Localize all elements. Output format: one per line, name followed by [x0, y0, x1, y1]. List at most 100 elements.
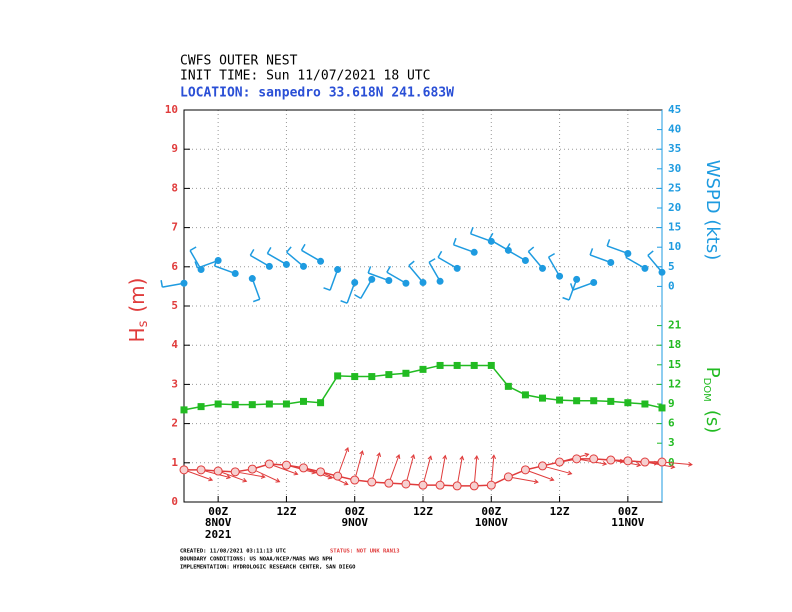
chart-title: CWFS OUTER NEST [180, 54, 298, 69]
hs-point [299, 463, 308, 473]
pdom-point [607, 397, 615, 405]
hs-point [469, 481, 479, 491]
hs-point [486, 480, 496, 490]
pdom-point [334, 372, 342, 380]
wave-arrow [252, 468, 280, 483]
y-label-sub: s [136, 320, 151, 327]
wave-arrow-head [427, 455, 433, 461]
wind-barb-feather [367, 266, 372, 274]
wind-barb [360, 278, 373, 299]
y-tick-label: 9 [171, 142, 178, 155]
hs-point [657, 457, 667, 467]
pdom-point [385, 371, 393, 379]
wave-arrow-head [293, 470, 299, 476]
wind-barb [329, 269, 339, 291]
x-tick-label: 12Z [276, 505, 296, 518]
wspd-point [317, 257, 325, 265]
wave-arrow-head [242, 477, 248, 483]
wspd-point [231, 269, 239, 277]
hs-point [418, 480, 428, 490]
wind-barb-feather [323, 287, 331, 291]
y3-tick-label: 6 [668, 417, 675, 430]
pdom-point [624, 399, 632, 407]
y3-tick-label: 9 [668, 397, 675, 410]
wspd-point [419, 278, 427, 286]
pdom-point [180, 406, 188, 414]
wind-barb-feather [160, 280, 164, 288]
wspd-point [180, 279, 188, 287]
hs-point [589, 454, 599, 464]
wind-barb-feather [252, 298, 261, 303]
wind-barb [453, 244, 475, 254]
hs-point [333, 471, 343, 481]
wave-arrow [371, 452, 381, 483]
wave-arrow [508, 476, 538, 483]
hs-point [401, 479, 411, 489]
wave-arrow-head [549, 476, 555, 482]
wind-barb [251, 278, 261, 300]
wind-barb [527, 251, 544, 269]
pdom-point [300, 397, 307, 405]
wspd-point [521, 257, 529, 265]
wind-barb-feather [505, 243, 511, 250]
wave-arrow [490, 455, 495, 486]
wind-barb [625, 256, 646, 270]
wave-arrow [439, 455, 446, 486]
wind-barb-feather [189, 246, 197, 252]
wspd-point [334, 266, 342, 274]
hs-point [520, 465, 530, 475]
wave-arrow-head [260, 474, 266, 479]
wind-barb [488, 238, 509, 251]
y3-tick-label: 18 [668, 338, 681, 351]
wind-barb [428, 261, 441, 282]
wind-barb [249, 254, 270, 268]
hs-point [555, 457, 565, 467]
wave-arrow [661, 461, 692, 466]
wind-barb [386, 271, 407, 284]
wind-barb [189, 250, 202, 270]
wave-arrow [217, 470, 247, 482]
hs-point [503, 472, 513, 482]
x-date-label: 11NOV [611, 516, 644, 529]
y2-tick-label: 0 [668, 279, 675, 292]
hs-point [247, 464, 257, 474]
wind-barb-feather [647, 250, 654, 257]
wave-arrow-head [584, 452, 590, 458]
footer-status: STATUS: NOT UNK RAN13 [330, 549, 400, 555]
y2-tick-label: 40 [668, 123, 681, 136]
wind-barb [346, 282, 356, 304]
wind-barb [214, 265, 236, 275]
wspd-point [453, 264, 461, 272]
wspd-point [658, 268, 666, 276]
x-date-label: 8NOV [205, 516, 232, 529]
wind-barb-feather [194, 261, 199, 269]
pdom-point [265, 400, 273, 408]
wind-barb [437, 256, 458, 270]
wspd-point [248, 275, 256, 283]
y2-axis-label: WSPD (kts) [702, 160, 723, 261]
pdom-point [214, 400, 222, 408]
wind-barb [589, 254, 612, 264]
hs-point [213, 466, 223, 476]
pdom-point [197, 403, 205, 411]
wave-arrow-head [208, 476, 214, 482]
wave-arrow-head [567, 470, 573, 476]
x-tick-label: 00Z [208, 505, 228, 518]
y3-tick-label: 15 [668, 358, 681, 371]
hs-point [281, 460, 291, 470]
wind-barb-feather [354, 294, 362, 300]
wave-arrow [542, 465, 572, 475]
y-tick-label: 1 [171, 456, 178, 469]
y-tick-label: 10 [165, 103, 178, 116]
wave-arrow-head [343, 480, 349, 486]
y2-tick-label: 35 [668, 142, 681, 155]
hs-point [179, 465, 189, 475]
pdom-point [521, 391, 529, 399]
y3-tick-label: 0 [668, 456, 675, 469]
wind-barb [408, 265, 424, 283]
wave-arrow-head [459, 455, 465, 461]
wave-arrow-head [670, 464, 676, 470]
wave-arrow-head [376, 452, 382, 458]
x-date-label: 9NOV [341, 516, 368, 529]
wave-arrow [388, 454, 400, 484]
